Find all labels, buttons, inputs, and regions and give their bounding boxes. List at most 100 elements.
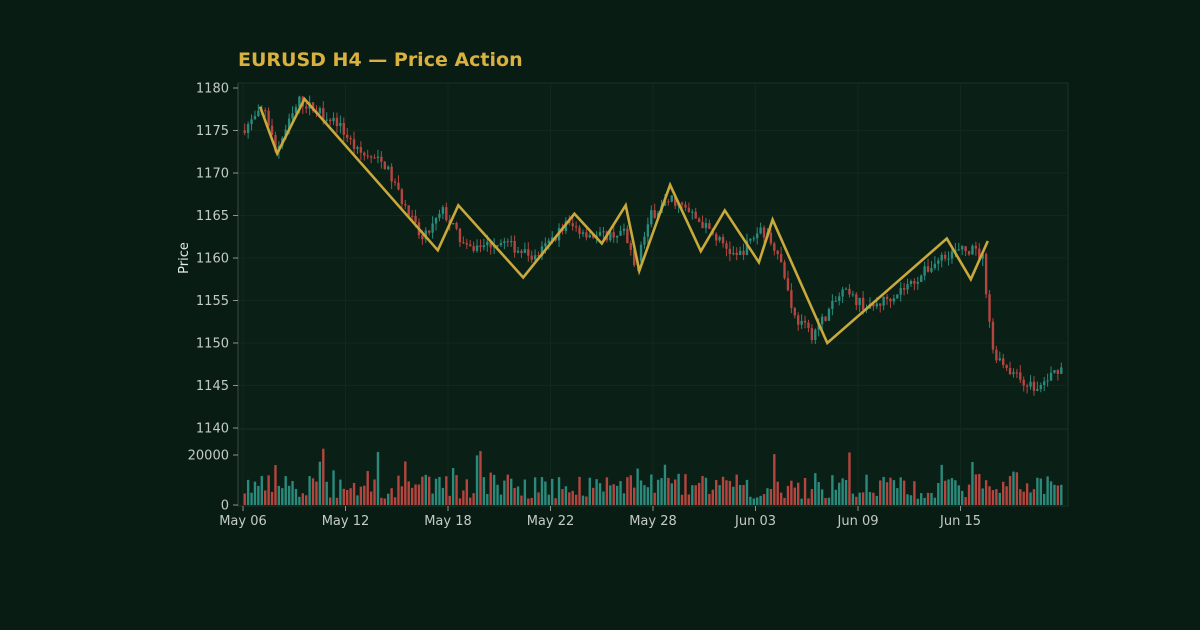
volume-bar (803, 477, 807, 505)
y-tick-label: 1170 (196, 167, 229, 182)
candle-body (639, 244, 643, 262)
volume-bar (650, 474, 653, 505)
volume-bar (322, 448, 325, 505)
volume-bar (335, 497, 339, 505)
candle-body (479, 245, 482, 248)
candle-body (875, 303, 878, 307)
volume-bar (817, 482, 820, 505)
candle-body (889, 298, 892, 302)
volume-bar (356, 495, 359, 505)
volume-bar (387, 493, 390, 505)
candle-body (482, 245, 486, 248)
volume-bar (636, 468, 639, 505)
volume-bar (352, 482, 356, 505)
candle-body (462, 242, 465, 244)
candle-body (421, 235, 424, 240)
candle-body (872, 303, 875, 307)
candle-body (704, 223, 708, 229)
candle-body (943, 254, 947, 259)
candle-body (1008, 368, 1012, 375)
volume-bar (383, 498, 386, 505)
volume-bar (875, 495, 878, 505)
volume-bar (971, 462, 974, 505)
candle-body (328, 119, 332, 122)
volume-bar (270, 491, 274, 505)
volume-bar (762, 494, 766, 505)
volume-bar (1046, 476, 1049, 505)
volume-bar (981, 488, 984, 505)
volume-bar (369, 491, 373, 505)
volume-bar (578, 476, 581, 505)
candle-body (930, 268, 933, 272)
y-axis-label: Price (177, 242, 192, 274)
candle-body (861, 297, 865, 310)
candle-body (947, 258, 950, 260)
candle-body (964, 246, 967, 252)
volume-bar (503, 480, 506, 505)
volume-bar (732, 486, 735, 505)
candle-body (588, 234, 591, 238)
y-tick-label: 1175 (196, 124, 229, 139)
volume-bar (848, 452, 851, 505)
volume-bar (643, 485, 646, 505)
volume-bar (510, 478, 513, 505)
volume-bar (246, 479, 250, 505)
candle-body (465, 243, 468, 245)
candle-body (445, 207, 448, 221)
candle-body (318, 108, 322, 114)
volume-bar (359, 486, 363, 505)
volume-bar (930, 492, 933, 505)
x-tick-label: May 28 (629, 514, 677, 529)
candle-body (516, 250, 520, 253)
volume-bar (810, 489, 814, 505)
candle-body (609, 232, 612, 241)
volume-bar (814, 473, 817, 505)
volume-bar (301, 493, 304, 505)
volume-bar (346, 489, 349, 505)
candle-body (974, 245, 978, 249)
candle-body (438, 213, 441, 218)
volume-bar (656, 479, 660, 505)
volume-bar (1036, 477, 1039, 505)
volume-bar (393, 497, 397, 505)
volume-bar (492, 474, 496, 505)
volume-bar (417, 484, 421, 505)
volume-bar (663, 464, 667, 505)
volume-bar (458, 498, 462, 505)
candle-body (486, 241, 489, 246)
candle-body (581, 232, 585, 234)
volume-bar (284, 476, 287, 505)
volume-bar (622, 493, 626, 505)
y-tick-label: 1155 (196, 294, 229, 309)
candle-body (592, 234, 595, 238)
candle-body (797, 315, 800, 325)
volume-bar (967, 484, 971, 505)
candle-body (629, 243, 632, 250)
candle-body (827, 308, 831, 321)
candle-body (715, 234, 718, 241)
volume-bar (711, 489, 714, 505)
candle-body (752, 238, 755, 240)
candle-body (339, 122, 342, 127)
volume-bar (667, 477, 670, 505)
volume-bar (882, 476, 885, 505)
candle-body (332, 117, 335, 122)
x-tick-label: May 22 (527, 514, 575, 529)
volume-bar (325, 481, 328, 505)
x-tick-label: May 18 (424, 514, 472, 529)
volume-bar (527, 498, 530, 505)
volume-bar (1039, 478, 1042, 505)
volume-bar (264, 490, 267, 505)
candle-body (383, 161, 386, 170)
x-tick-label: Jun 03 (734, 514, 776, 529)
volume-bar (438, 476, 441, 505)
volume-bar (397, 475, 400, 505)
volume-bar (291, 481, 294, 505)
volume-bar (923, 497, 926, 505)
candle-body (322, 108, 325, 120)
candle-body (267, 110, 270, 126)
candle-body (738, 250, 742, 256)
candle-body (762, 227, 766, 238)
volume-bar (305, 495, 308, 505)
